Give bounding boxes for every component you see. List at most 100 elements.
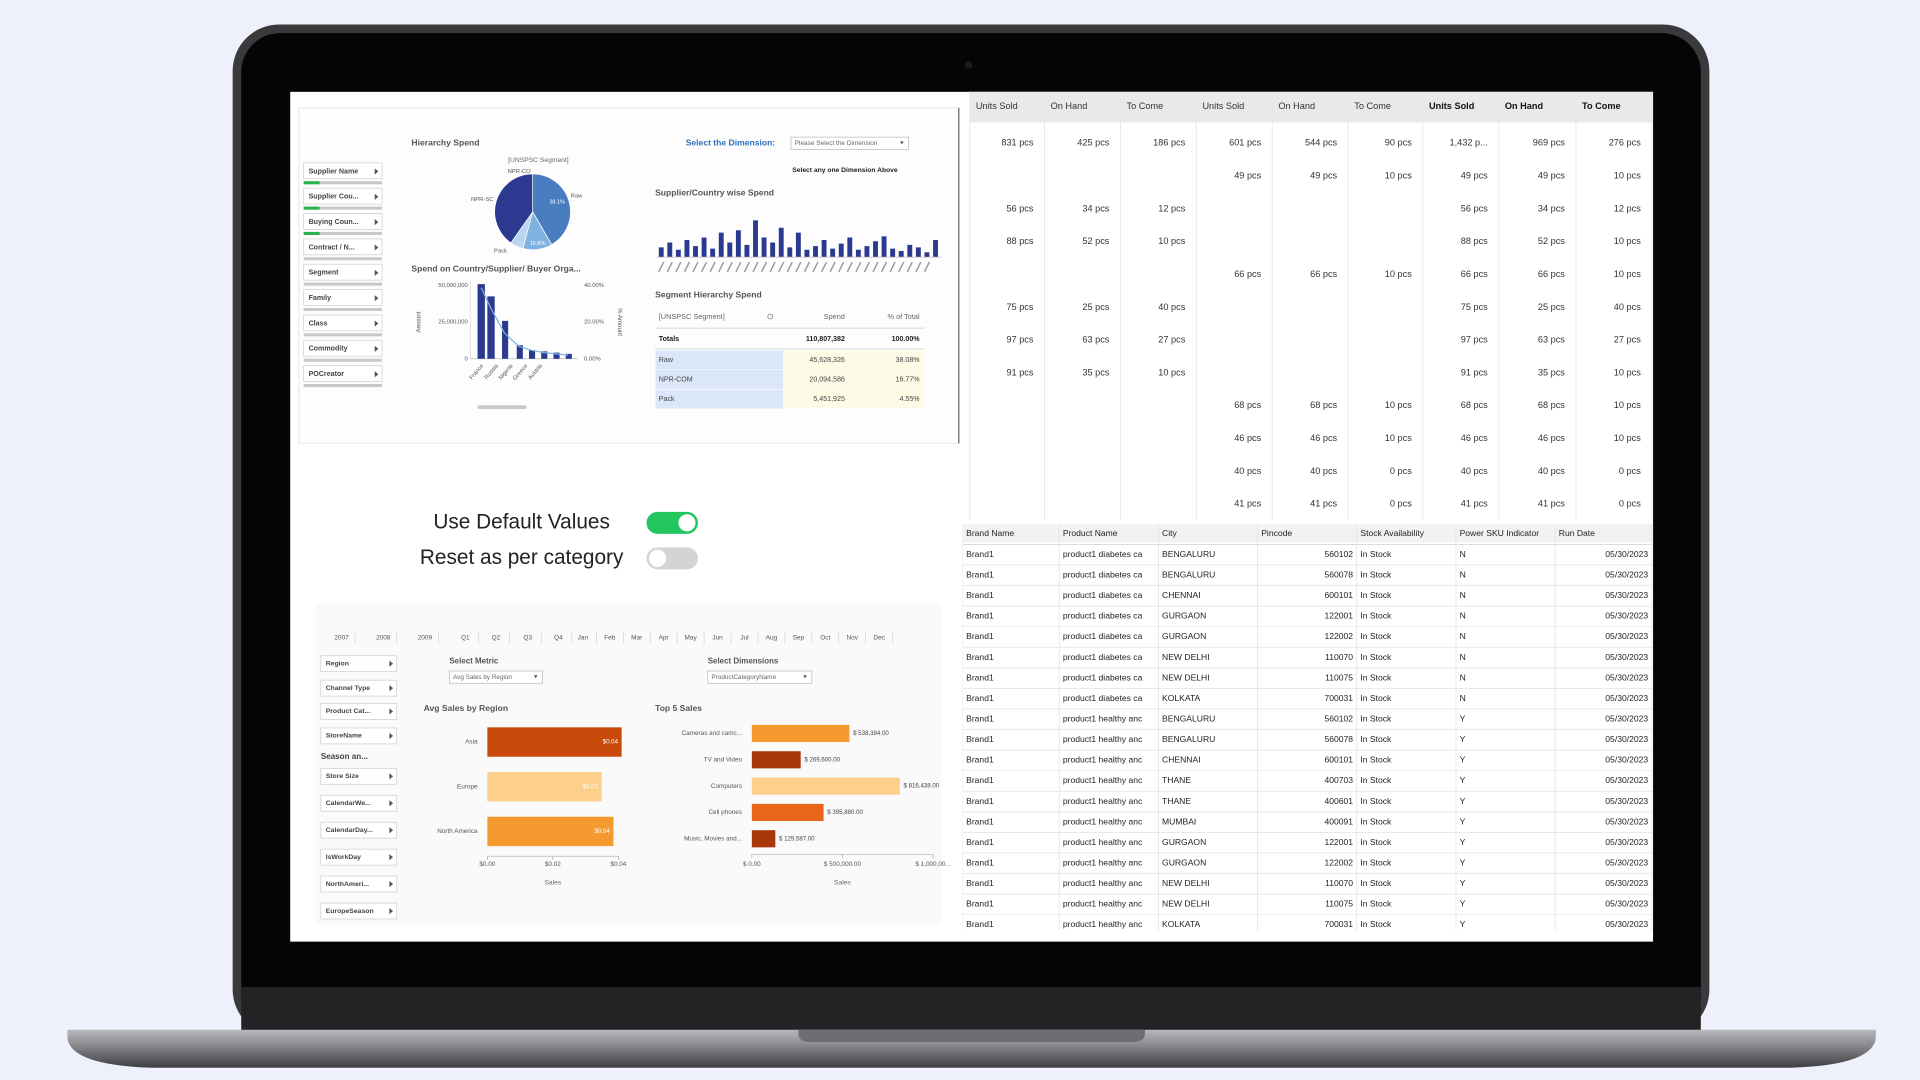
dimension-placeholder: Please Select the Dimension [795, 140, 878, 147]
filter-box[interactable] [320, 848, 398, 866]
filter-label: Commodity [309, 345, 348, 353]
table-cell: product1 healthy anc [1063, 775, 1143, 785]
table-cell: 400703 [1324, 775, 1353, 785]
table-cell: Brand1 [966, 570, 994, 580]
filter-box[interactable] [303, 213, 383, 230]
table-cell: 40 pcs [1158, 302, 1185, 312]
table-cell: Brand1 [966, 549, 994, 559]
filter-box[interactable] [303, 187, 383, 205]
category-label: TV and Video [704, 756, 743, 763]
table-cell: 41 pcs [1461, 499, 1488, 509]
table-cell: 10 pcs [1385, 171, 1412, 181]
select-label: Select Dimensions [708, 656, 779, 665]
filter-box[interactable] [320, 703, 398, 720]
toggle-label: Reset as per category [420, 546, 624, 569]
table-cell: NEW DELHI [1162, 878, 1210, 888]
table-cell: BENGALURU [1162, 549, 1215, 559]
table-cell: 969 pcs [1533, 138, 1566, 148]
filter-box[interactable] [320, 768, 398, 785]
table-cell: product1 healthy anc [1063, 816, 1143, 826]
filter-box[interactable] [303, 289, 383, 306]
column-header: Product Name [1063, 528, 1118, 538]
filter-box[interactable] [320, 821, 398, 839]
filter-label: Contract / N... [309, 243, 355, 251]
category-label: Europe [457, 783, 478, 790]
filter-box[interactable] [303, 263, 383, 281]
filter-box[interactable] [320, 655, 398, 672]
camera [964, 61, 973, 69]
section-title: Supplier/Country wise Spend [655, 188, 774, 198]
pie-slice [494, 173, 534, 244]
filter-box[interactable] [320, 679, 398, 697]
timeline-label: Dec [873, 635, 885, 642]
filter-arrow [374, 269, 379, 276]
table-cell: 25 pcs [1538, 302, 1565, 312]
table-cell: 05/30/2023 [1605, 611, 1648, 621]
table-cell: 52 pcs [1538, 236, 1565, 246]
pie-label: Pack [494, 249, 507, 255]
table-cell: Brand1 [966, 775, 994, 785]
screen-chin [241, 986, 1701, 1034]
filter-box[interactable] [320, 902, 398, 920]
filter-box[interactable] [303, 162, 383, 180]
table-cell: product1 healthy anc [1063, 919, 1143, 929]
filter-label: Season an... [321, 752, 368, 761]
filter-box[interactable] [303, 339, 383, 357]
filter-arrow [374, 345, 379, 352]
table-cell: CHENNAI [1162, 590, 1201, 600]
column-header: To Come [1582, 101, 1621, 111]
table-cell: 97 pcs [1461, 335, 1488, 345]
table-cell: N [1460, 549, 1466, 559]
table-cell: Brand1 [966, 858, 994, 868]
segment-text: 4.55% [899, 395, 920, 403]
table-cell: Y [1460, 796, 1466, 806]
table-cell: 700031 [1324, 919, 1353, 929]
supplier-axis-labels [658, 261, 931, 273]
value-label: $ 816,438.00 [903, 783, 939, 790]
table-cell: Y [1460, 775, 1466, 785]
filter-box[interactable] [320, 875, 398, 893]
pie-slice-label: 38.1% [549, 199, 565, 205]
table-cell: 05/30/2023 [1605, 878, 1648, 888]
segment-text: 5,451,925 [813, 395, 845, 403]
table-cell: 0 pcs [1390, 466, 1412, 476]
filter-label: Supplier Cou... [309, 193, 359, 201]
table-cell: product1 healthy anc [1063, 734, 1143, 744]
table-cell: 56 pcs [1006, 203, 1033, 213]
table-cell: In Stock [1360, 796, 1392, 806]
table-cell: 10 pcs [1614, 400, 1641, 410]
filter-arrow [374, 168, 379, 175]
table-cell: In Stock [1360, 672, 1392, 682]
table-cell: 05/30/2023 [1605, 714, 1648, 724]
table-cell: 40 pcs [1310, 466, 1337, 476]
table-cell: product1 diabetes ca [1063, 590, 1143, 600]
timeline-label: Jan [578, 635, 589, 642]
table-cell: 41 pcs [1310, 499, 1337, 509]
filter-box[interactable] [320, 794, 398, 812]
sales-dashboard [315, 603, 942, 925]
table-cell: 425 pcs [1077, 138, 1110, 148]
x-tick-label: $ 500,000.00 [824, 861, 862, 868]
column-header: Brand Name [966, 528, 1014, 538]
units-header-bg [969, 91, 1654, 123]
dimension-dropdown[interactable] [790, 136, 909, 150]
filter-label: Family [309, 294, 332, 302]
table-cell: product1 diabetes ca [1063, 693, 1143, 703]
table-cell: 0 pcs [1390, 499, 1412, 509]
table-cell: Brand1 [966, 672, 994, 682]
table-cell: 400091 [1324, 816, 1353, 826]
table-cell: 97 pcs [1006, 335, 1033, 345]
select-dropdown[interactable] [449, 670, 543, 684]
select-dropdown[interactable] [707, 670, 813, 684]
table-cell: 05/30/2023 [1605, 858, 1648, 868]
table-cell: 12 pcs [1614, 203, 1641, 213]
filter-arrow [374, 371, 379, 378]
filter-box[interactable] [303, 314, 383, 332]
filter-box[interactable] [320, 727, 398, 745]
filter-box[interactable] [303, 238, 383, 256]
table-cell: THANE [1162, 775, 1191, 785]
table-cell: product1 healthy anc [1063, 796, 1143, 806]
filter-box[interactable] [303, 365, 383, 382]
table-cell: Brand1 [966, 919, 994, 929]
section-title: Segment Hierarchy Spend [655, 289, 762, 299]
